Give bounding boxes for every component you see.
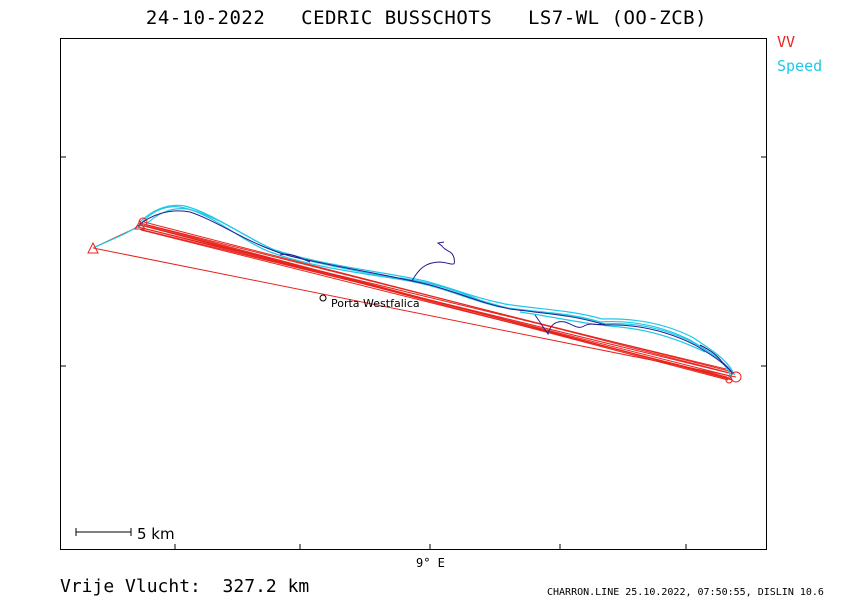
legend-speed: Speed: [777, 57, 823, 75]
flight-track: [137, 210, 734, 375]
waypoint-label: Porta Westfalica: [331, 297, 420, 310]
waypoint-marker: [319, 294, 327, 302]
scale-label: 5 km: [137, 525, 175, 543]
free-flight-distance: Vrije Vlucht: 327.2 km: [60, 576, 310, 597]
x-tick-label: 9° E: [416, 556, 445, 570]
finish-circle-inner: [725, 376, 733, 384]
vv-task-legs: [92, 221, 737, 381]
turnpoint-marker: [134, 220, 146, 230]
map-plot-frame: [60, 38, 767, 550]
credits-line: CHARRON.LINE 25.10.2022, 07:50:55, DISLI…: [547, 587, 824, 598]
turnpoint-circle: [138, 217, 148, 227]
legend-vv: VV: [777, 33, 796, 51]
map-title: 24-10-2022 CEDRIC BUSSCHOTS LS7-WL (OO-Z…: [145, 7, 708, 29]
frame-ticks: [60, 156, 767, 550]
scale-bar: [75, 528, 132, 536]
finish-circle: [730, 371, 742, 383]
start-marker: [87, 241, 99, 254]
